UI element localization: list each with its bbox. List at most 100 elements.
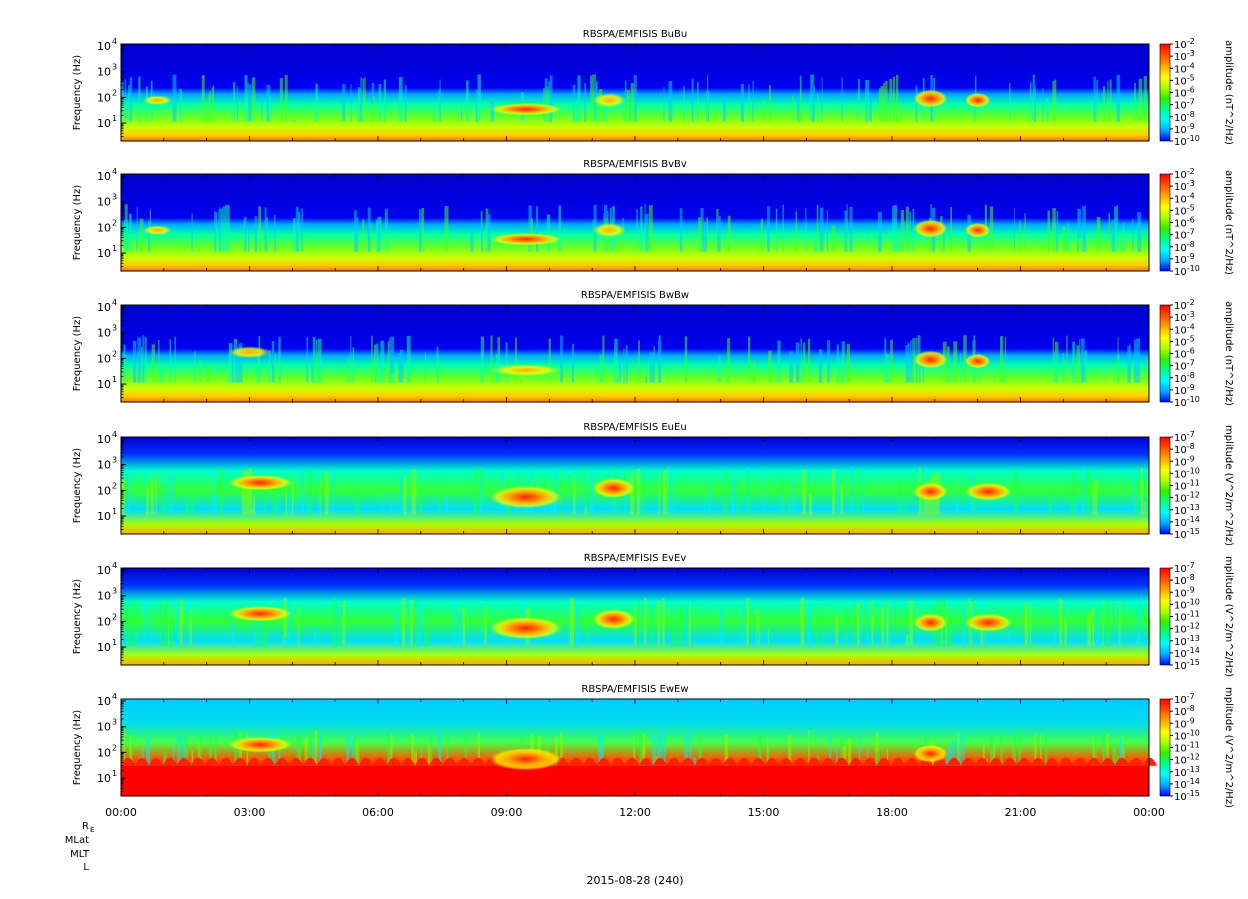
emission-spike [169,339,172,383]
emission-spike [718,355,721,383]
emission-spike [1042,88,1044,122]
emission-spike [1054,609,1057,646]
x-tick-label: 06:00 [362,806,394,819]
emission-spike [371,83,375,122]
emission-spike [631,83,635,122]
emission-spike [900,210,905,252]
emission-spike [792,95,794,122]
emission-spike [743,599,745,646]
emission-spike [910,340,912,383]
emission-spike [199,358,201,383]
emission-spike [219,467,223,515]
emission-spike [859,607,862,646]
emission-spike [835,745,838,777]
emission-feature [228,346,271,359]
emission-spike [416,598,418,646]
emission-spike [386,208,388,252]
emission-spike [1096,613,1100,646]
emission-spike [421,207,425,252]
emission-spike [1082,205,1086,252]
colorbar [1159,173,1171,272]
emission-spike [955,737,959,777]
emission-spike [950,207,952,252]
emission-spike [197,249,201,252]
emission-spike [311,742,316,777]
emission-spike [691,78,694,122]
time-axis: 00:00 03:00 06:00 09:00 12:00 15:00 18:00 21:00… [105,806,1165,819]
emission-spike [899,102,902,122]
emission-spike [407,607,409,646]
emission-spike [490,335,493,383]
emission-feature [489,616,563,640]
emission-spike [291,476,294,515]
emission-spike [268,350,271,383]
emission-spike [560,732,563,777]
y-tick-exponent: 3 [112,324,117,333]
emission-spike [844,210,848,252]
y-tick-label: 10 [97,91,111,104]
emission-spike [254,614,257,646]
emission-spike [898,478,901,515]
emission-spike [427,742,431,777]
emission-spike [452,601,457,646]
emission-spike [185,502,189,515]
colorbar-tick-label: 10-15 [1174,658,1200,672]
emission-spike [886,602,889,646]
emission-spike [835,371,838,383]
emission-spike [148,737,151,777]
emission-spike [1093,76,1096,122]
emission-spike [256,615,259,646]
emission-spike [184,735,188,777]
emission-spike [1052,81,1055,122]
emission-spike [164,598,167,646]
emission-spike [292,120,297,122]
emission-spike [306,493,309,515]
emission-spike [129,735,132,777]
emission-spike [836,469,841,515]
emission-spike [1142,502,1147,515]
emission-spike [648,205,653,252]
emission-spike [840,484,843,515]
emission-spike [822,602,825,646]
y-tick-label: 10 [97,117,111,130]
emission-spike [747,472,750,515]
emission-spike [430,732,432,777]
y-tick-exponent: 2 [112,743,117,752]
emission-spike [633,734,635,777]
emission-spike [272,730,275,777]
emission-spike [614,338,618,383]
emission-spike [948,356,951,383]
emission-spike [831,225,836,252]
emission-spike [827,340,831,383]
y-tick-label: 10 [97,301,111,314]
emission-spike [706,217,708,252]
emission-spike [134,599,138,646]
y-tick-exponent: 1 [112,244,117,253]
saturated-edge [121,757,1157,766]
colorbar-tick-label: 10-10 [1174,395,1200,409]
emission-spike [1137,601,1141,646]
emission-spike [1029,605,1032,646]
emission-spike [1134,82,1136,122]
emission-spike [624,487,628,515]
emission-spike [1034,732,1037,777]
emission-feature [228,474,293,491]
emission-spike [182,733,186,777]
emission-spike [638,340,640,383]
colorbar-label: mplitude (V^2/m^2/Hz) [1223,556,1234,677]
emission-spike [411,470,415,515]
emission-spike [417,599,422,646]
emission-spike [398,77,403,122]
emission-spike [242,472,246,515]
emission-spike [194,351,196,383]
emission-spike [225,205,227,252]
emission-spike [656,732,660,777]
emission-spike [350,336,352,383]
emission-spike [1032,74,1035,122]
emission-spike [438,475,441,515]
emission-spike [905,345,909,383]
emission-feature [592,222,627,238]
emission-spike [905,480,908,515]
emission-spike [151,478,154,515]
